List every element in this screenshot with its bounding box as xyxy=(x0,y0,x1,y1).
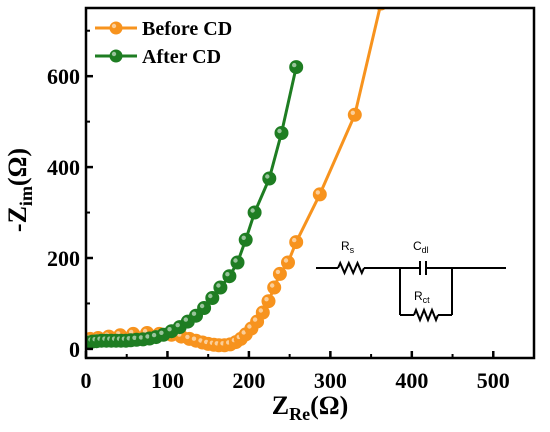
data-point-highlight xyxy=(241,235,246,240)
data-point-highlight xyxy=(132,335,137,340)
tick-labels: 0 100 200 300 400 500 0 200 400 600 xyxy=(47,64,510,393)
data-point-before-cd xyxy=(267,280,282,295)
data-point-after-cd xyxy=(213,280,228,295)
data-point-highlight xyxy=(252,317,258,322)
data-point-highlight xyxy=(350,110,355,116)
data-point-after-cd xyxy=(222,269,237,284)
x-tick-label: 400 xyxy=(395,368,428,393)
legend-marker xyxy=(109,49,123,63)
equivalent-circuit-inset: Rs Cdl Rct xyxy=(316,239,506,323)
data-point-highlight xyxy=(175,322,180,328)
data-point-highlight xyxy=(129,329,134,335)
legend-marker-highlight xyxy=(111,51,117,57)
data-point-highlight xyxy=(159,330,164,335)
x-tick-label: 300 xyxy=(314,368,347,393)
x-tick-label: 100 xyxy=(151,368,184,393)
data-point-highlight xyxy=(247,324,252,329)
label-cdl: Cdl xyxy=(413,239,429,255)
legend-label: Before CD xyxy=(142,18,232,40)
data-point-after-cd xyxy=(262,171,277,186)
data-point-highlight xyxy=(138,335,144,340)
data-point-highlight xyxy=(292,237,297,243)
data-point-highlight xyxy=(315,190,320,195)
data-point-highlight xyxy=(283,258,289,263)
axes xyxy=(84,6,536,360)
data-point-before-cd xyxy=(312,187,327,202)
data-point-highlight xyxy=(233,258,238,263)
resistor-rs xyxy=(337,260,365,276)
data-point-highlight xyxy=(216,283,221,288)
legend: Before CD After CD xyxy=(95,18,232,68)
data-point-highlight xyxy=(377,0,381,4)
data-point-highlight xyxy=(241,330,246,335)
data-point-highlight xyxy=(275,269,281,275)
data-point-highlight xyxy=(142,328,148,334)
data-point-highlight xyxy=(277,128,282,134)
y-tick-label: 600 xyxy=(47,64,80,89)
data-point-highlight xyxy=(270,283,275,288)
data-point-highlight xyxy=(183,317,188,322)
data-point-before-cd xyxy=(347,107,362,122)
data-point-after-cd xyxy=(274,126,289,140)
data-point-before-cd xyxy=(261,294,276,309)
legend-marker xyxy=(109,21,123,35)
legend-item-before-cd: Before CD xyxy=(95,18,232,40)
data-point-highlight xyxy=(167,327,172,332)
data-point-after-cd xyxy=(289,60,304,75)
legend-item-after-cd: After CD xyxy=(95,46,221,68)
data-point-highlight xyxy=(258,308,263,313)
x-tick-label: 0 xyxy=(81,368,92,393)
data-point-before-cd xyxy=(289,235,304,250)
label-rs: Rs xyxy=(341,239,355,255)
data-point-highlight xyxy=(292,62,297,68)
x-tick-label: 500 xyxy=(477,368,510,393)
y-tick-label: 200 xyxy=(47,246,80,271)
x-tick-label: 200 xyxy=(232,368,265,393)
data-point-highlight xyxy=(250,208,255,213)
plot-frame xyxy=(84,6,536,360)
data-point-after-cd xyxy=(230,255,245,270)
data-point-highlight xyxy=(199,303,205,309)
data-point-before-cd xyxy=(272,266,287,281)
data-point-highlight xyxy=(151,332,157,338)
data-point-after-cd xyxy=(247,205,262,220)
data-point-highlight xyxy=(265,174,270,179)
data-point-before-cd xyxy=(281,255,295,270)
axis-labels: ZRe(Ω) -Zim(Ω) xyxy=(3,148,348,424)
data-point-highlight xyxy=(145,334,150,339)
y-axis-label: -Zim(Ω) xyxy=(3,148,36,232)
data-point-highlight xyxy=(185,334,190,340)
legend-marker-highlight xyxy=(111,23,117,29)
series-after-cd xyxy=(86,60,304,350)
data-point-highlight xyxy=(208,293,213,299)
data-point-highlight xyxy=(264,297,269,302)
data-point-highlight xyxy=(191,336,197,341)
legend-label: After CD xyxy=(142,46,221,68)
label-rct: Rct xyxy=(414,289,430,305)
data-point-highlight xyxy=(191,311,197,316)
y-tick-label: 400 xyxy=(47,155,80,180)
series-before-cd xyxy=(86,0,387,353)
resistor-rct xyxy=(413,307,439,323)
x-axis-label: ZRe(Ω) xyxy=(272,391,348,424)
plot-area xyxy=(86,0,387,353)
y-tick-label: 0 xyxy=(69,337,80,362)
data-point-highlight xyxy=(225,272,230,277)
data-point-after-cd xyxy=(238,232,253,247)
